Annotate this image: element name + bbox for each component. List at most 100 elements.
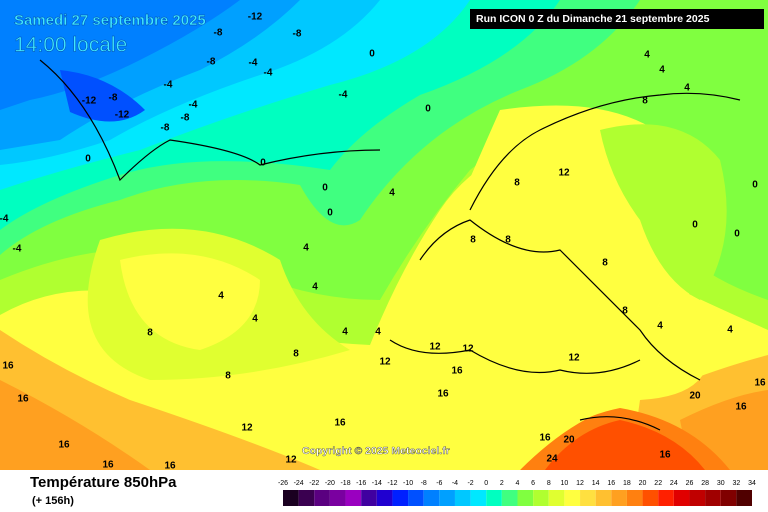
contour-label: 16 <box>735 402 747 413</box>
contour-label: 4 <box>659 65 665 76</box>
legend-tick-label: -22 <box>309 480 319 487</box>
contour-label: -4 <box>0 214 9 225</box>
contour-label: 16 <box>102 460 114 471</box>
legend-tick-label: -12 <box>387 480 397 487</box>
contour-label: 0 <box>752 180 758 191</box>
legend-tick-label: -10 <box>403 480 413 487</box>
legend-tick-label: 8 <box>547 480 551 487</box>
contour-label: 0 <box>327 208 333 219</box>
contour-label: 4 <box>657 321 663 332</box>
run-box <box>470 9 764 29</box>
contour-label: -8 <box>207 57 216 68</box>
contour-label: -4 <box>164 80 173 91</box>
coastline <box>469 92 741 211</box>
legend-swatch <box>533 490 549 506</box>
contour-label: 8 <box>293 349 299 360</box>
contour-label: 8 <box>470 235 476 246</box>
legend-swatch <box>501 490 518 506</box>
map-date: Samedi 27 septembre 2025 <box>14 12 206 29</box>
legend-tick-label: 24 <box>670 480 678 487</box>
legend-swatch <box>361 490 377 506</box>
contour-label: 16 <box>754 378 766 389</box>
contour-label: 20 <box>689 391 701 402</box>
legend-tick-label: 6 <box>531 480 535 487</box>
legend-swatch <box>658 490 674 506</box>
contour-label: 4 <box>218 291 224 302</box>
contour-label: 4 <box>252 314 258 325</box>
coastline <box>419 219 701 381</box>
contour-label: 16 <box>539 433 551 444</box>
contour-label: 4 <box>342 327 348 338</box>
contour-label: -4 <box>189 100 198 111</box>
legend-swatch <box>564 490 581 506</box>
legend-tick-label: 2 <box>500 480 504 487</box>
contour-label: -4 <box>249 58 258 69</box>
temp-area <box>0 380 150 470</box>
contour-label: 20 <box>563 435 575 446</box>
color-legend: -26 -24 -22 -20 -18 -16 -14 -12 -10 -8 -6 -4 -2 0 2 4 6 8… <box>278 480 756 506</box>
legend-swatch <box>376 490 393 506</box>
legend-swatch <box>580 490 596 506</box>
contour-label: 16 <box>17 394 29 405</box>
contour-label: 8 <box>622 306 628 317</box>
contour-label: 16 <box>334 418 346 429</box>
legend-swatch <box>720 490 737 506</box>
legend-swatch <box>470 490 487 506</box>
contour-label: 16 <box>164 461 176 472</box>
contour-label: -4 <box>339 90 348 101</box>
contour-label: 16 <box>58 440 70 451</box>
contour-label: 0 <box>734 229 740 240</box>
legend-tick-label: 22 <box>654 480 662 487</box>
legend-swatch <box>689 490 706 506</box>
legend-swatch <box>392 490 409 506</box>
contour-label: -8 <box>109 93 118 104</box>
legend-tick-label: 30 <box>717 480 725 487</box>
coastline <box>39 59 381 182</box>
legend-tick-label: -20 <box>325 480 335 487</box>
contour-label: 12 <box>429 342 441 353</box>
contour-label: 16 <box>451 366 463 377</box>
legend-tick-label: 0 <box>484 480 488 487</box>
contour-label: 8 <box>147 328 153 339</box>
contour-label: 4 <box>303 243 309 254</box>
contour-label: 4 <box>684 83 690 94</box>
legend-tick-label: -26 <box>278 480 288 487</box>
map-time: 14:00 locale <box>14 34 127 57</box>
legend-swatch <box>283 490 299 506</box>
contour-label: -8 <box>293 29 302 40</box>
legend-tick-label: -4 <box>452 480 458 487</box>
legend-tick-label: 20 <box>639 480 647 487</box>
contour-label: 8 <box>602 258 608 269</box>
legend-swatch <box>548 490 565 506</box>
contour-label: 12 <box>558 168 570 179</box>
contour-labels: -12-8 -8-4-8-4-4-4-8-8-12-12-8 -4000004444… <box>0 12 766 472</box>
contour-label: -12 <box>82 96 97 107</box>
contour-label: -4 <box>13 244 22 255</box>
legend-swatch <box>595 490 612 506</box>
contour-label: 12 <box>568 353 580 364</box>
contour-label: 12 <box>462 344 474 355</box>
contour-label: 12 <box>379 357 391 368</box>
contour-label: 4 <box>312 282 318 293</box>
legend-swatch <box>454 490 471 506</box>
temp-area <box>120 253 260 350</box>
contour-label: 8 <box>514 178 520 189</box>
legend-tick-label: -24 <box>294 480 304 487</box>
contour-label: 4 <box>389 188 395 199</box>
legend-swatch <box>626 490 643 506</box>
legend-swatch <box>345 490 362 506</box>
contour-label: 8 <box>225 371 231 382</box>
contour-label: 16 <box>659 450 671 461</box>
temp-area <box>545 420 705 470</box>
legend-tick-label: 32 <box>732 480 740 487</box>
legend-swatch <box>298 490 315 506</box>
legend-tick-label: 12 <box>576 480 584 487</box>
legend-tick-label: -16 <box>356 480 366 487</box>
temp-area <box>0 0 240 110</box>
temp-area <box>60 70 145 122</box>
contour-label: 12 <box>241 423 253 434</box>
footer-title: Température 850hPa <box>30 474 177 491</box>
contour-label: 4 <box>644 50 650 61</box>
legend-tick-label: -6 <box>436 480 442 487</box>
contour-label: -8 <box>161 123 170 134</box>
